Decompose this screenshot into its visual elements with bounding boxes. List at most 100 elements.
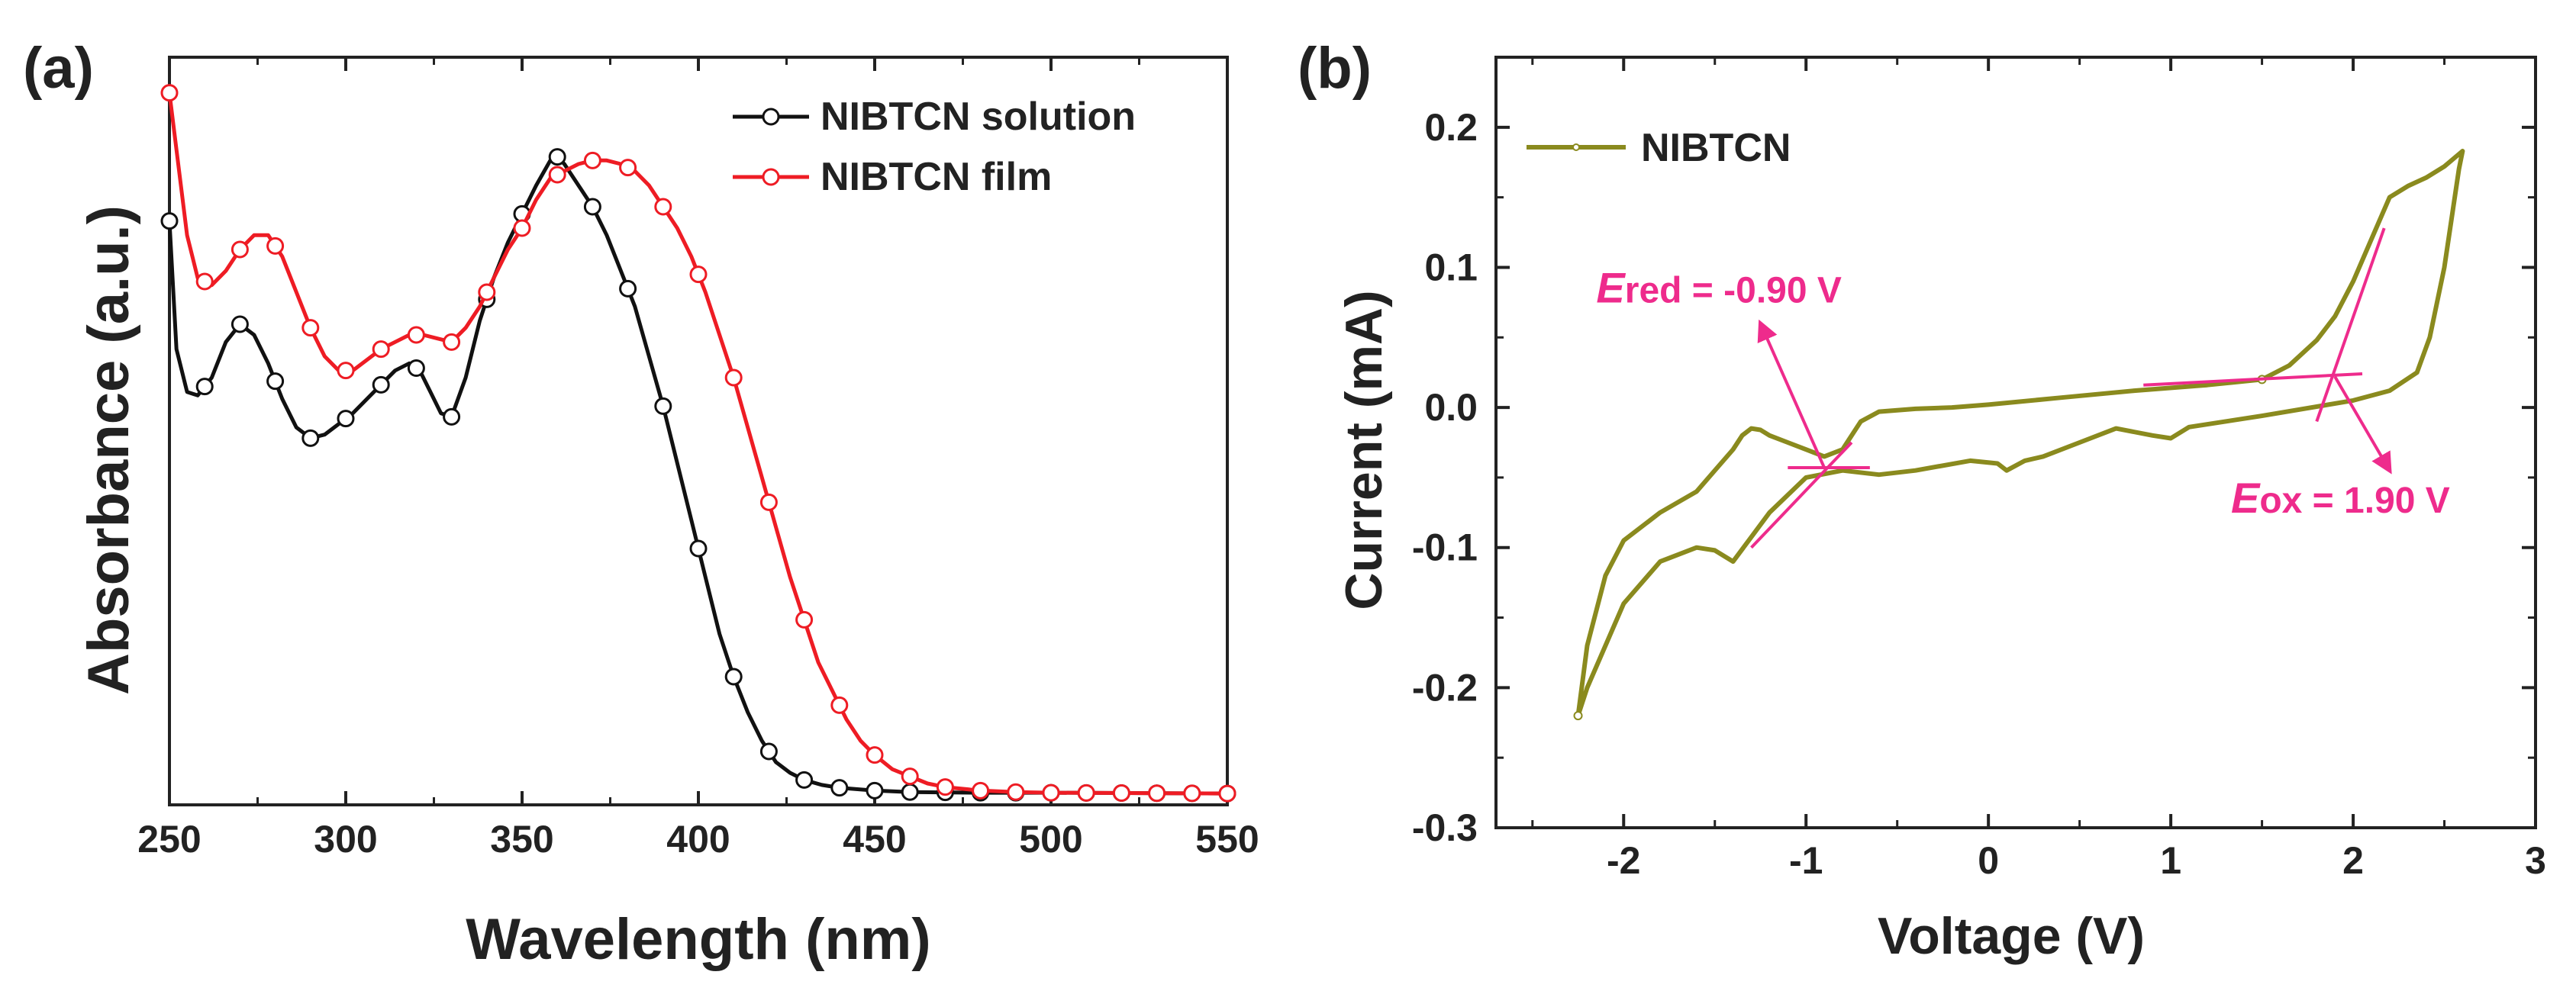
panel-a-series-film-marker — [901, 767, 919, 786]
panel-b-label: (b) — [1298, 36, 1372, 101]
panel-b-y-tick-label: 0.0 — [1424, 386, 1478, 429]
panel-a-series-solution-marker — [160, 212, 179, 230]
panel-a-series-solution-marker — [407, 359, 425, 378]
panel-a-series-film-line — [167, 92, 1228, 796]
panel-a-series-film-marker — [759, 493, 778, 511]
panel-a-series-solution-marker — [654, 397, 672, 415]
panel-a-series-film-marker — [1218, 784, 1236, 803]
panel-a-series-film-marker — [689, 265, 708, 284]
legend-cv-label: NIBTCN — [1641, 126, 1791, 170]
panel-b: (b) -2 -1 0 1 2 3 -0.3 -0.2 -0.1 0.0 0.1 0.2 Ered = … — [1298, 36, 2546, 965]
legend-cv-marker — [1572, 143, 1580, 151]
panel-a-series-solution-marker — [372, 375, 390, 394]
legend-film-label: NIBTCN film — [821, 155, 1052, 199]
panel-a-series-film-marker — [443, 333, 461, 351]
panel-b-y-tick-label: -0.1 — [1412, 526, 1478, 569]
panel-a-x-tick-label: 450 — [843, 818, 906, 861]
E-ox-baseline — [2143, 372, 2363, 387]
panel-b-x-tick-label: -1 — [1789, 839, 1823, 882]
E-ox-tangent — [2315, 227, 2386, 423]
panel-a-series-film-marker — [972, 781, 990, 800]
panel-a-series-film-marker — [936, 778, 954, 796]
panel-b-frame — [1494, 56, 2537, 829]
E-ox-arrow — [2333, 375, 2392, 475]
panel-a-plot-area: 250 300 350 400 450 500 550 — [137, 56, 1259, 861]
panel-a-series-film-marker — [372, 340, 390, 359]
legend-film-marker — [762, 168, 780, 186]
panel-a-series-film-marker — [548, 166, 566, 184]
panel-a-x-tick-label: 550 — [1195, 818, 1259, 861]
panel-a-series-film-marker — [830, 696, 849, 714]
panel-b-x-axis-title: Voltage (V) — [1878, 907, 2145, 965]
panel-a-series-film-marker — [1148, 784, 1166, 803]
panel-b-y-tick-label: 0.1 — [1424, 246, 1478, 288]
panel-a-series-solution-marker — [724, 668, 743, 686]
panel-b-x-tick-label: 2 — [2342, 839, 2364, 882]
panel-a-series-film-marker — [724, 368, 743, 387]
panel-a-series-film-marker — [619, 159, 637, 177]
panel-b-legend: NIBTCN — [1527, 126, 1791, 170]
panel-a-series-film-marker — [478, 283, 496, 301]
panel-a-series-film-marker — [195, 272, 214, 291]
panel-b-y-tick-label: -0.3 — [1412, 806, 1478, 849]
panel-a-x-tick-label: 300 — [314, 818, 377, 861]
panel-a-series-film-marker — [1077, 783, 1095, 802]
panel-a-y-axis-title: Absorbance (a.u.) — [76, 205, 141, 695]
legend-solution-label: NIBTCN solution — [821, 95, 1136, 139]
panel-a-series-solution-marker — [548, 148, 566, 166]
panel-a-x-tick-label: 400 — [666, 818, 730, 861]
panel-a-series-film-marker — [583, 151, 601, 169]
panel-b-x-tick-label: -2 — [1607, 839, 1640, 882]
panel-a-series-film-marker — [795, 610, 814, 629]
panel-a-series-solution-marker — [301, 429, 320, 447]
panel-a-series-film-marker — [160, 84, 179, 102]
E-ox-label: Eox = 1.90 V — [2231, 474, 2450, 522]
panel-a-series-solution-marker — [266, 372, 285, 391]
panel-a-label: (a) — [23, 36, 94, 101]
panel-a-series-solution-marker — [231, 315, 249, 333]
E-red-arrow — [1757, 319, 1826, 468]
panel-a-series-film-marker — [654, 198, 672, 216]
panel-a-x-tick-label: 500 — [1019, 818, 1082, 861]
panel-a-series-solution-marker — [689, 539, 708, 558]
panel-b-plot-area: -2 -1 0 1 2 3 -0.3 -0.2 -0.1 0.0 0.1 0.2 Ered = -0.9… — [1412, 56, 2546, 882]
panel-a-legend: NIBTCN solution NIBTCN film — [733, 95, 1136, 199]
panel-a-x-axis-title: Wavelength (nm) — [466, 907, 930, 972]
panel-a-series-solution-marker — [901, 783, 919, 801]
panel-a-series-solution-marker — [583, 198, 601, 216]
E-red-label: Ered = -0.90 V — [1596, 263, 1842, 311]
panel-a: (a) 250 300 350 400 450 500 550 Wavelength (nm… — [23, 36, 1259, 972]
panel-a-series-solution-marker — [830, 779, 849, 797]
panel-b-x-tick-label: 0 — [1978, 839, 1999, 882]
panel-b-y-tick-label: -0.2 — [1412, 666, 1478, 709]
panel-a-series-solution-marker — [759, 742, 778, 761]
panel-a-x-tick-label: 350 — [490, 818, 553, 861]
panel-a-series-film-marker — [301, 319, 320, 337]
panel-a-series-film-marker — [337, 362, 355, 380]
panel-a-series-film-marker — [231, 240, 249, 259]
panel-a-series-solution-marker — [195, 378, 214, 396]
panel-a-series-film-marker — [1112, 784, 1130, 803]
panel-a-series-film-marker — [266, 236, 285, 255]
panel-b-x-tick-label: 3 — [2525, 839, 2546, 882]
panel-a-series-film-marker — [866, 746, 884, 764]
E-red-tangent — [1750, 441, 1853, 549]
panel-a-series-solution-marker — [337, 410, 355, 428]
panel-a-series-film-marker — [1183, 784, 1201, 803]
panel-a-series-solution-marker — [866, 781, 884, 800]
panel-a-series-film-marker — [513, 219, 531, 237]
panel-a-series-film-marker — [407, 326, 425, 344]
panel-a-series-solution-marker — [795, 771, 814, 789]
panel-a-series-solution-marker — [443, 407, 461, 426]
panel-a-series-solution-line — [167, 155, 1228, 796]
panel-b-series-cv-line — [1575, 149, 2465, 717]
panel-b-x-tick-label: 1 — [2160, 839, 2181, 882]
panel-b-y-tick-label: 0.2 — [1424, 106, 1478, 149]
panel-a-series-film-marker — [1007, 783, 1025, 801]
panel-a-series-solution-marker — [619, 279, 637, 298]
panel-b-y-axis-title: Current (mA) — [1335, 290, 1393, 610]
panel-a-x-tick-label: 250 — [137, 818, 201, 861]
legend-solution-marker — [762, 108, 780, 126]
panel-a-series-film-marker — [1042, 783, 1060, 802]
